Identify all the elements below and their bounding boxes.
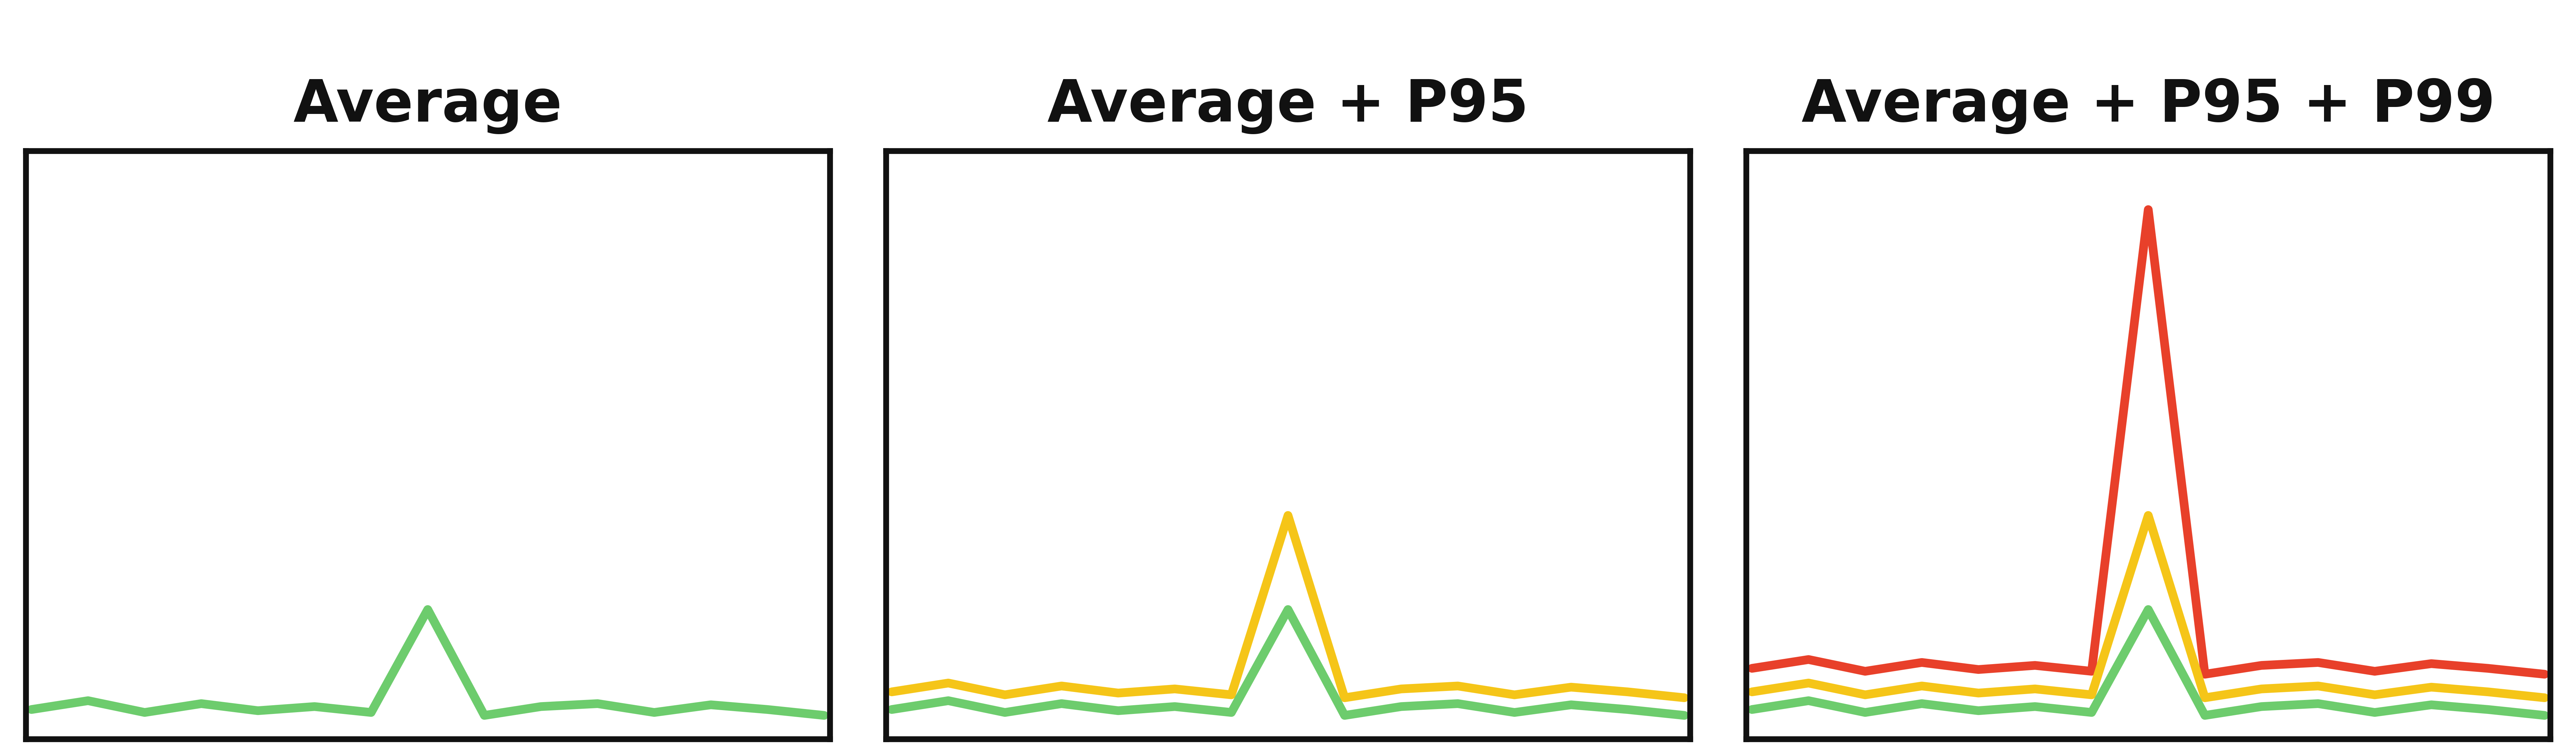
Title: Average + P95: Average + P95 (1048, 78, 1528, 134)
Title: Average + P95 + P99: Average + P95 + P99 (1801, 78, 2496, 134)
Title: Average: Average (294, 78, 562, 134)
